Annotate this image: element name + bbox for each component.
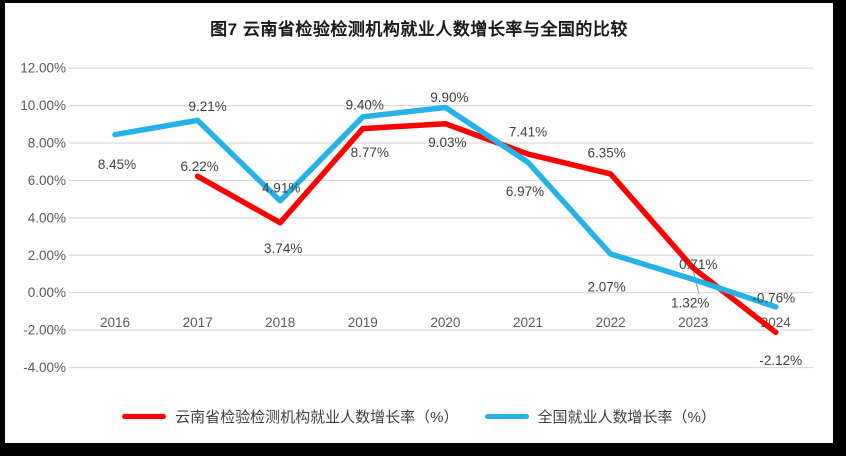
data-label: 7.41% [509, 125, 547, 140]
chart-canvas: 图7 云南省检验检测机构就业人数增长率与全国的比较 12.00% 10.00% 8.… [5, 3, 833, 443]
y-axis-tick-label: -2.00% [23, 323, 66, 338]
legend-line-swatch-red [122, 414, 167, 419]
legend-label-yunnan: 云南省检验检测机构就业人数增长率（%） [175, 409, 459, 426]
x-axis-tick-label: 2017 [183, 315, 213, 330]
y-axis-tick-label: 0.00% [28, 285, 66, 300]
y-axis-tick-label: -4.00% [23, 360, 66, 375]
data-label: -2.12% [759, 353, 802, 368]
data-label: 1.32% [671, 296, 709, 311]
x-axis-tick-label: 2019 [348, 315, 378, 330]
data-label: 9.21% [188, 99, 226, 114]
y-axis-tick-label: 2.00% [28, 248, 66, 263]
data-label: 8.45% [98, 157, 136, 172]
x-axis-tick-label: 2016 [100, 315, 130, 330]
y-axis-tick-label: 10.00% [20, 98, 66, 113]
line-chart-plot: 12.00% 10.00% 8.00% 6.00% 4.00% 2.00% 0.00% -2.… [20, 61, 813, 375]
chart-title: 图7 云南省检验检测机构就业人数增长率与全国的比较 [210, 20, 628, 39]
y-axis-tick-label: 4.00% [28, 210, 66, 225]
data-label: 9.03% [428, 135, 466, 150]
x-axis-tick-label: 2021 [513, 315, 543, 330]
data-label: 6.97% [506, 184, 544, 199]
data-label: 4.91% [262, 180, 300, 195]
data-label: -0.76% [752, 290, 795, 305]
legend-label-national: 全国就业人数增长率（%） [537, 409, 716, 426]
x-axis-tick-label: 2023 [678, 315, 708, 330]
x-axis-tick-label: 2022 [596, 315, 626, 330]
data-label: 6.22% [180, 159, 218, 174]
data-label: 9.40% [346, 97, 384, 112]
legend-item-yunnan: 云南省检验检测机构就业人数增长率（%） [122, 406, 459, 427]
data-label: 3.74% [264, 241, 302, 256]
series-line-national [112, 104, 779, 310]
y-axis-tick-label: 8.00% [28, 136, 66, 151]
chart-legend: 云南省检验检测机构就业人数增长率（%） 全国就业人数增长率（%） [5, 406, 833, 427]
legend-item-national: 全国就业人数增长率（%） [484, 406, 716, 427]
y-axis-tick-label: 6.00% [28, 173, 66, 188]
series-line-yunnan [194, 120, 779, 336]
data-label: 9.90% [430, 90, 468, 105]
data-label: 0.71% [679, 257, 717, 272]
x-axis-tick-label: 2020 [430, 315, 460, 330]
data-label: 2.07% [587, 279, 625, 294]
data-label: 6.35% [587, 145, 625, 160]
x-axis-tick-label: 2018 [265, 315, 295, 330]
data-label: 8.77% [351, 145, 389, 160]
y-axis-tick-label: 12.00% [20, 61, 66, 76]
legend-line-swatch-blue [484, 414, 529, 419]
